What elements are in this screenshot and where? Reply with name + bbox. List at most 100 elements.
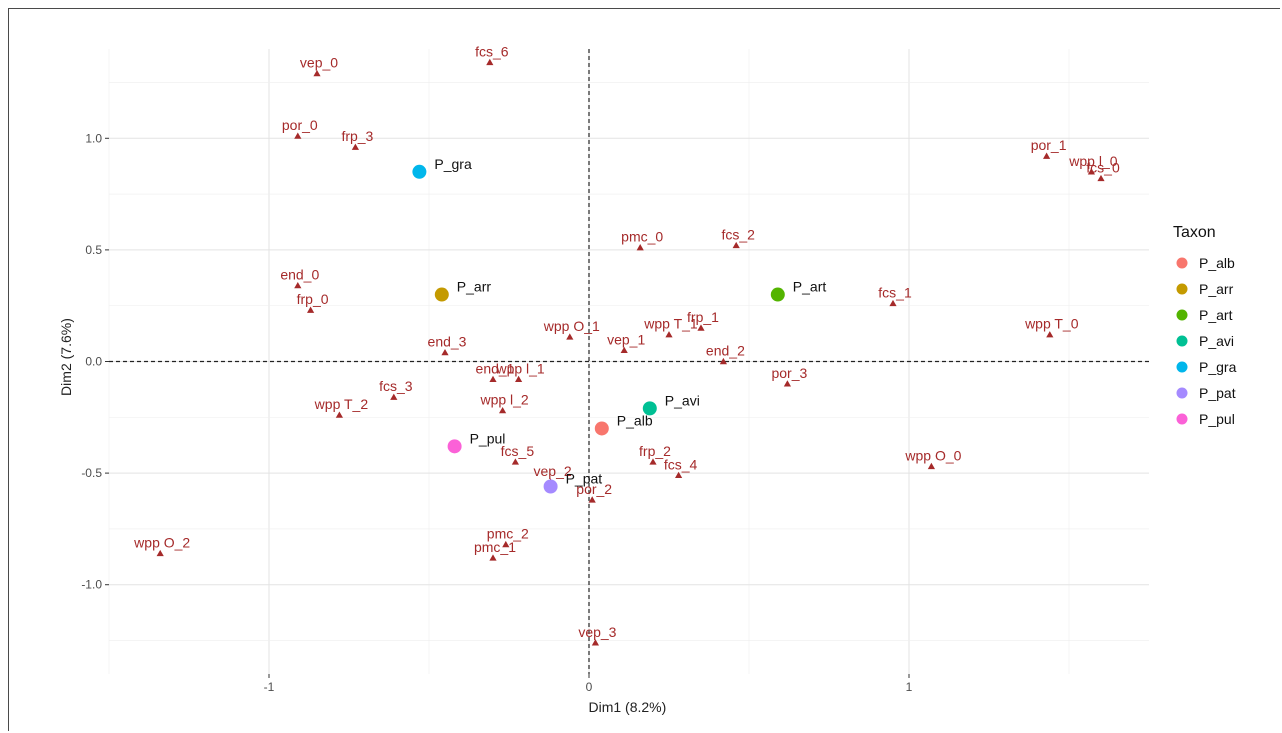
legend-swatch — [1176, 361, 1188, 373]
legend-swatch — [1176, 335, 1188, 347]
legend-label: P_pat — [1199, 385, 1236, 401]
y-tick-label: -1.0 — [81, 578, 102, 592]
category-label: pmc_1 — [474, 539, 516, 555]
category-label: fcs_3 — [379, 378, 413, 394]
category-label: end_2 — [706, 343, 745, 359]
category-marker — [636, 244, 644, 251]
category-marker — [889, 299, 897, 307]
category-label: wpp l_0 — [1068, 153, 1117, 169]
category-marker — [620, 346, 628, 354]
category-marker — [489, 554, 497, 561]
category-label: fcs_6 — [475, 43, 509, 59]
x-axis-title: Dim1 (8.2%) — [589, 699, 667, 715]
taxon-point — [434, 287, 449, 302]
taxon-label: P_avi — [665, 392, 700, 408]
category-marker — [307, 306, 315, 313]
legend-label: P_gra — [1199, 359, 1237, 375]
category-marker — [566, 333, 574, 340]
category-marker — [588, 496, 596, 503]
category-label: frp_0 — [297, 291, 329, 307]
y-tick-label: 1.0 — [85, 131, 102, 145]
category-label: vep_3 — [578, 624, 616, 640]
taxon-label: P_pul — [470, 430, 506, 446]
category-label: pmc_0 — [621, 229, 663, 245]
category-marker — [390, 393, 398, 400]
category-marker — [511, 458, 519, 465]
taxon-label: P_pat — [566, 471, 603, 487]
legend-title: Taxon — [1173, 224, 1216, 241]
category-marker — [499, 407, 507, 414]
category-label: por_2 — [576, 481, 612, 497]
category-marker — [502, 540, 510, 548]
y-tick-label: -0.5 — [81, 466, 102, 480]
category-marker — [675, 471, 683, 479]
category-marker — [351, 143, 359, 150]
category-marker — [1087, 168, 1095, 175]
category-label: fcs_0 — [1086, 159, 1120, 175]
category-marker — [927, 462, 935, 470]
taxon-label: P_art — [793, 279, 827, 295]
category-marker — [335, 411, 343, 418]
category-label: frp_1 — [687, 309, 719, 325]
axis-titles: Dim1 (8.2%) Dim2 (7.6%) — [58, 318, 666, 715]
taxon-point — [412, 164, 427, 179]
category-label: frp_2 — [639, 443, 671, 459]
taxon-point — [447, 439, 462, 454]
category-marker — [732, 241, 740, 249]
taxon-point — [642, 401, 657, 416]
category-label: vep_1 — [607, 331, 645, 347]
category-marker — [489, 375, 497, 383]
category-label: end_0 — [280, 267, 319, 283]
category-label: por_0 — [282, 117, 318, 133]
category-label: wpp O_0 — [904, 447, 961, 463]
category-label: end_3 — [428, 334, 467, 350]
legend: Taxon P_alb P_arr P_art P_avi P_gra P_pat P_pu… — [1173, 224, 1237, 427]
category-marker — [156, 549, 164, 557]
category-marker — [294, 282, 302, 289]
legend-label: P_pul — [1199, 411, 1235, 427]
taxon-label: P_arr — [457, 279, 492, 295]
category-label: por_3 — [771, 365, 807, 381]
category-label: fcs_2 — [721, 226, 755, 242]
taxon-label: P_gra — [434, 156, 472, 172]
category-label: wpp T_1 — [643, 316, 698, 332]
legend-label: P_alb — [1199, 255, 1235, 271]
category-marker — [1043, 152, 1051, 159]
category-marker — [665, 331, 673, 338]
taxon-point — [594, 421, 609, 436]
category-marker — [783, 380, 791, 387]
x-tick-label: 0 — [586, 680, 593, 694]
legend-swatch — [1176, 257, 1188, 269]
y-axis-title: Dim2 (7.6%) — [58, 318, 74, 396]
legend-swatch — [1176, 283, 1188, 295]
category-label: wpp O_2 — [133, 534, 190, 550]
legend-swatch — [1176, 387, 1188, 399]
category-marker — [697, 324, 705, 331]
x-tick-label: -1 — [264, 680, 275, 694]
category-label: frp_3 — [341, 128, 373, 144]
category-label: wpp l_1 — [495, 360, 544, 376]
category-label: wpp T_2 — [314, 396, 369, 412]
category-label: fcs_4 — [664, 456, 698, 472]
taxon-label: P_alb — [617, 412, 653, 428]
taxon-point — [770, 287, 785, 302]
category-label: vep_2 — [534, 463, 572, 479]
reference-lines — [109, 49, 1149, 674]
legend-swatch — [1176, 309, 1188, 321]
category-label: fcs_5 — [501, 443, 535, 459]
taxon-point — [543, 479, 558, 494]
category-label: wpp T_0 — [1024, 316, 1079, 332]
y-tick-label: 0.5 — [85, 243, 102, 257]
mca-biplot: -1 0 1 -1.0 -0.5 0.0 0.5 1.0 vep_0 fcs_6 por_0frp… — [58, 43, 1237, 715]
legend-label: P_art — [1199, 307, 1233, 323]
legend-label: P_arr — [1199, 281, 1234, 297]
category-label: vep_0 — [300, 55, 338, 71]
category-marker — [515, 375, 523, 383]
category-marker — [591, 639, 599, 646]
legend-swatch — [1176, 413, 1188, 425]
category-marker — [441, 348, 449, 356]
y-tick-label: 0.0 — [85, 355, 102, 369]
taxon-points: P_alb P_arr P_art P_avi P_gra P_pat P_pul — [412, 156, 826, 494]
category-label: por_1 — [1031, 137, 1067, 153]
